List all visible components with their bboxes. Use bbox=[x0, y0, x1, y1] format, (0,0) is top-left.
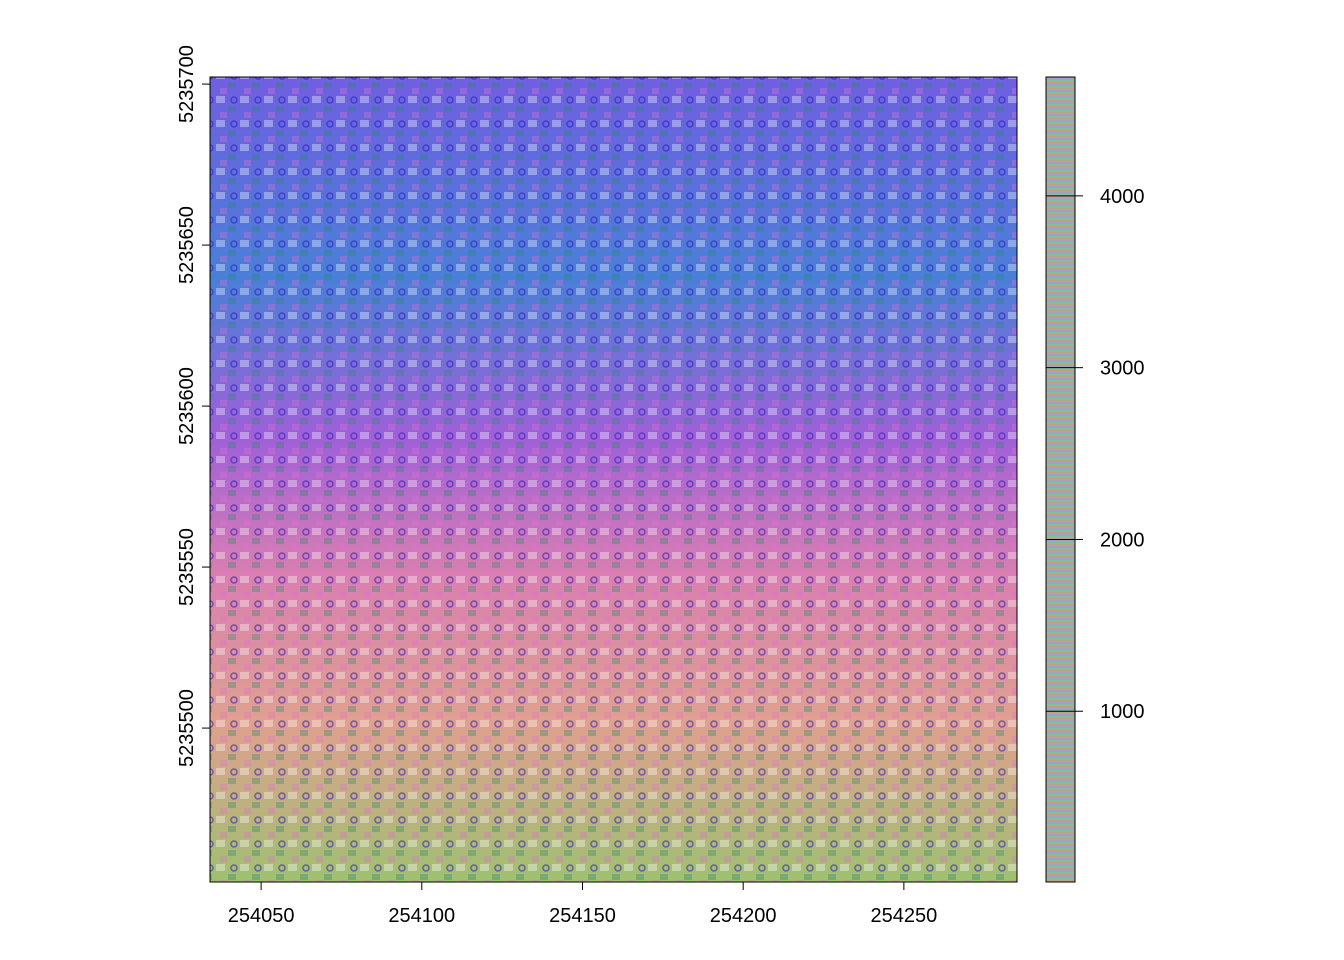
x-tick-label: 254050 bbox=[228, 905, 295, 927]
y-tick-label: 5235500 bbox=[176, 689, 198, 767]
colorbar-tick-label: 3000 bbox=[1100, 358, 1145, 380]
colorbar bbox=[1045, 76, 1076, 883]
plot-frame bbox=[209, 76, 1018, 883]
y-tick-label: 5235700 bbox=[176, 45, 198, 123]
colorbar-tick-label: 2000 bbox=[1100, 529, 1145, 551]
x-tick-label: 254100 bbox=[388, 905, 455, 927]
x-tick-label: 254250 bbox=[870, 905, 937, 927]
y-tick-label: 5235550 bbox=[176, 528, 198, 606]
raster bbox=[210, 77, 1017, 882]
x-tick-label: 254150 bbox=[549, 905, 616, 927]
colorbar-tick-label: 1000 bbox=[1100, 701, 1145, 723]
y-tick-label: 5235600 bbox=[176, 367, 198, 445]
colorbar-tick-label: 4000 bbox=[1100, 186, 1145, 208]
y-tick-label: 5235650 bbox=[176, 206, 198, 284]
x-tick-label: 254200 bbox=[710, 905, 777, 927]
